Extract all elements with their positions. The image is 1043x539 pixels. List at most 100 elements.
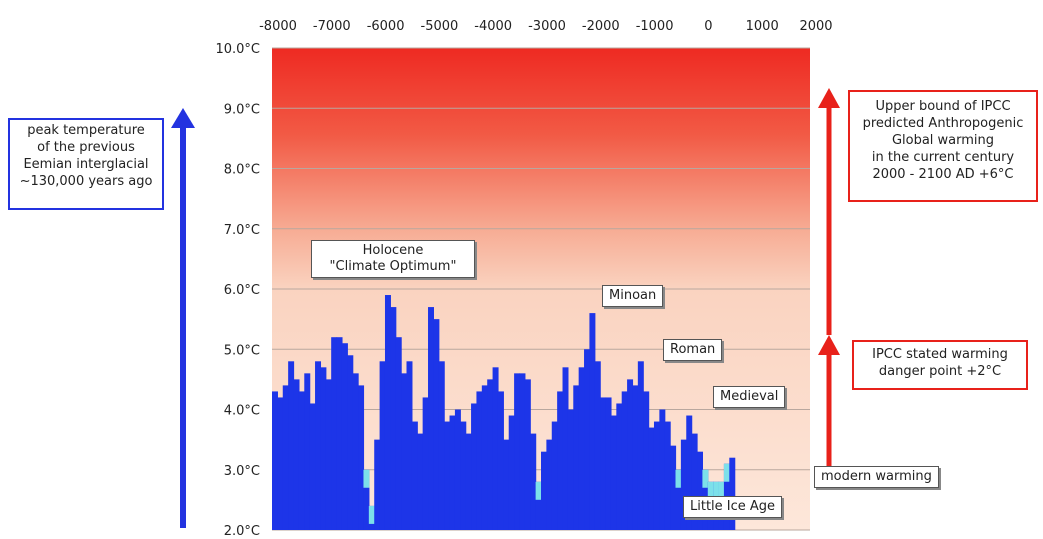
y-tick-label: 7.0°C: [224, 223, 260, 238]
x-tick-label: -5000: [421, 19, 459, 34]
y-tick-label: 4.0°C: [224, 404, 260, 419]
temperature-bar: [331, 337, 338, 530]
temperature-bar: [659, 409, 666, 530]
y-tick-label: 5.0°C: [224, 343, 260, 358]
temperature-bar: [605, 397, 612, 530]
temperature-bar: [272, 391, 278, 530]
x-tick-label: 0: [704, 19, 712, 34]
cold-dip-highlight: [702, 469, 709, 488]
temperature-bar: [460, 421, 467, 530]
temperature-bar: [341, 343, 348, 530]
temperature-bar: [514, 373, 521, 530]
temperature-bar: [497, 391, 504, 530]
y-tick-label: 9.0°C: [224, 102, 260, 117]
temperature-bar: [670, 445, 677, 530]
ipcc-upper-callout: Upper bound of IPCC predicted Anthropoge…: [848, 90, 1038, 202]
temperature-bar: [411, 421, 418, 530]
temperature-bar: [616, 403, 623, 530]
temperature-bar: [567, 409, 574, 530]
temperature-bar: [358, 385, 365, 530]
cold-dip-highlight: [723, 463, 730, 482]
temperature-bar: [557, 391, 564, 530]
temperature-bar: [503, 439, 510, 530]
y-tick-label: 2.0°C: [224, 524, 260, 539]
temperature-bar: [363, 469, 370, 530]
x-tick-label: -6000: [367, 19, 405, 34]
temperature-bar: [562, 367, 569, 530]
holocene-label: Holocene "Climate Optimum": [311, 240, 475, 278]
temperature-bar: [594, 361, 601, 530]
temperature-bar: [653, 421, 660, 530]
eemian-line: ~130,000 years ago: [19, 174, 153, 189]
ipcc-upper-line: 2000 - 2100 AD +6°C: [872, 167, 1014, 182]
modern-warming-label: modern warming: [814, 466, 939, 488]
temperature-bar: [664, 421, 671, 530]
x-axis-ticks: -8000 -7000 -6000 -5000 -4000 -3000 -2000 -1000…: [259, 19, 832, 34]
temperature-bar: [487, 379, 494, 530]
eemian-callout: peak temperature of the previous Eemian …: [8, 118, 164, 210]
temperature-bar: [697, 451, 703, 530]
temperature-bar: [282, 385, 289, 530]
temperature-bar: [395, 337, 402, 530]
y-tick-label: 8.0°C: [224, 163, 260, 178]
temperature-bar: [390, 307, 397, 530]
temperature-bar: [530, 433, 537, 530]
temperature-bar: [627, 379, 634, 530]
temperature-bar: [541, 451, 547, 530]
temperature-bar: [374, 439, 381, 530]
temperature-bar: [729, 457, 736, 530]
temperature-bar: [508, 415, 515, 530]
temperature-bar: [433, 319, 440, 530]
temperature-bar: [524, 379, 531, 530]
holocene-line: Holocene: [362, 243, 424, 258]
x-tick-label: -1000: [636, 19, 674, 34]
cold-dip-highlight: [535, 481, 542, 500]
ipcc-upper-line: in the current century: [871, 150, 1015, 165]
temperature-bar: [476, 391, 483, 530]
temperature-bar: [492, 367, 499, 530]
temperature-bar: [589, 313, 596, 530]
red-arrow-upper-head: [818, 88, 840, 108]
temperature-bar: [444, 421, 451, 530]
ipcc-danger-callout: IPCC stated warming danger point +2°C: [852, 340, 1028, 390]
y-tick-label: 3.0°C: [224, 464, 260, 479]
x-tick-label: -4000: [474, 19, 512, 34]
temperature-bar: [417, 433, 424, 530]
temperature-bar: [401, 373, 408, 530]
temperature-bar: [648, 427, 655, 530]
temperature-bar: [325, 379, 332, 530]
temperature-bar: [551, 421, 558, 530]
red-arrow-lower-head: [818, 335, 840, 355]
ipcc-danger-line: IPCC stated warming: [872, 347, 1008, 362]
x-tick-label: -2000: [582, 19, 620, 34]
temperature-bar: [438, 361, 445, 530]
temperature-bar: [535, 481, 542, 530]
cold-dip-highlight: [368, 505, 375, 524]
temperature-bar: [428, 307, 434, 530]
eemian-line: peak temperature: [27, 123, 145, 138]
temperature-bar: [637, 361, 644, 530]
x-tick-label: 2000: [799, 19, 832, 34]
temperature-bar: [422, 397, 429, 530]
temperature-bar: [686, 415, 693, 530]
temperature-bar: [600, 397, 607, 530]
temperature-bar: [519, 373, 526, 530]
temperature-bar: [546, 439, 553, 530]
temperature-bar: [691, 433, 698, 530]
y-axis-ticks: 10.0°C 9.0°C 8.0°C 7.0°C 6.0°C 5.0°C 4.0°C 3.0°…: [215, 42, 260, 539]
temperature-bar: [578, 367, 585, 530]
temperature-bar: [379, 361, 386, 530]
temperature-bar: [680, 439, 687, 530]
temperature-bar: [336, 337, 343, 530]
holocene-line: "Climate Optimum": [329, 259, 457, 274]
temperature-bar: [315, 361, 322, 530]
temperature-bar: [304, 373, 311, 530]
temperature-bar: [643, 391, 650, 530]
medieval-label: Medieval: [713, 386, 786, 408]
temperature-bar: [320, 367, 327, 530]
temperature-bar: [406, 361, 413, 530]
temperature-bar: [309, 403, 316, 530]
temperature-bar: [298, 391, 305, 530]
temperature-bar: [293, 379, 300, 530]
temperature-bar: [573, 385, 580, 530]
